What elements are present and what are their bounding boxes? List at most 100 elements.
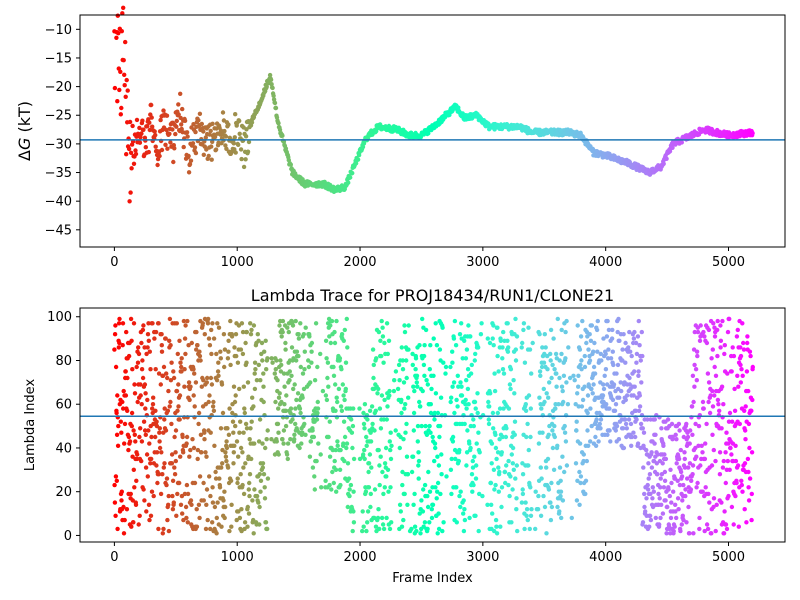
- lambda-point: [600, 393, 606, 398]
- lambda-point: [673, 502, 678, 507]
- lambda-point: [476, 430, 481, 435]
- lambda-point: [203, 450, 208, 455]
- lambda-point: [389, 443, 394, 448]
- lambda-point: [177, 480, 182, 486]
- lambda-point: [381, 491, 386, 497]
- lambda-point: [459, 393, 465, 398]
- free-energy-point: [174, 118, 179, 124]
- lambda-trace-y-axis-label: Lambda Index: [23, 379, 38, 472]
- lambda-point: [114, 478, 120, 483]
- lambda-point: [415, 423, 421, 429]
- lambda-point: [561, 373, 567, 378]
- lambda-point: [349, 430, 355, 435]
- lambda-point: [292, 432, 297, 437]
- lambda-point: [578, 334, 584, 339]
- lambda-point: [166, 502, 171, 507]
- lambda-point: [377, 482, 382, 488]
- lambda-point: [710, 347, 715, 352]
- lambda-point: [122, 421, 128, 427]
- lambda-point: [584, 340, 589, 346]
- lambda-point: [278, 358, 283, 363]
- lambda-point: [131, 321, 137, 326]
- lambda-point: [747, 349, 753, 354]
- lambda-point: [451, 336, 457, 341]
- lambda-point: [464, 347, 470, 352]
- lambda-point: [282, 384, 287, 389]
- lambda-point: [657, 522, 662, 527]
- lambda-point: [583, 491, 588, 497]
- lambda-point: [689, 478, 694, 483]
- lambda-point: [678, 447, 683, 453]
- lambda-point: [198, 432, 204, 437]
- lambda-point: [155, 480, 160, 486]
- lambda-point: [146, 502, 152, 507]
- lambda-point: [303, 325, 308, 330]
- free-energy-point: [146, 149, 151, 155]
- lambda-point: [229, 334, 235, 339]
- lambda-point: [381, 526, 387, 532]
- lambda-point: [334, 395, 339, 400]
- lambda-point: [501, 406, 506, 411]
- lambda-point: [138, 393, 143, 398]
- lambda-point: [258, 489, 263, 494]
- lambda-point: [715, 327, 720, 333]
- lambda-point: [681, 482, 686, 488]
- lambda-point: [506, 345, 511, 350]
- lambda-point: [248, 426, 253, 431]
- lambda-point: [131, 520, 136, 525]
- lambda-point: [622, 417, 628, 422]
- lambda-point: [726, 493, 731, 499]
- free-energy-point: [201, 152, 206, 157]
- lambda-point: [591, 364, 597, 370]
- lambda-point: [457, 447, 462, 453]
- lambda-point: [565, 402, 571, 407]
- lambda-point: [148, 461, 153, 466]
- lambda-point: [528, 485, 533, 490]
- lambda-point: [662, 452, 667, 457]
- lambda-point: [592, 371, 598, 376]
- lambda-point: [409, 469, 415, 475]
- lambda-point: [351, 520, 357, 525]
- lambda-point: [361, 524, 366, 529]
- free-energy-point: [206, 153, 211, 159]
- lambda-point: [687, 531, 692, 536]
- lambda-point: [496, 465, 501, 470]
- lambda-point: [498, 524, 503, 529]
- lambda-point: [646, 487, 651, 492]
- lambda-point: [693, 367, 699, 372]
- free-energy-point: [426, 131, 431, 136]
- lambda-point: [435, 410, 441, 416]
- lambda-point: [227, 528, 232, 534]
- y-tick-label: −10: [45, 23, 72, 38]
- lambda-point: [398, 509, 403, 514]
- lambda-point: [216, 325, 222, 330]
- lambda-point: [490, 336, 495, 341]
- lambda-point: [191, 367, 196, 372]
- lambda-point: [555, 316, 560, 322]
- lambda-point: [623, 360, 628, 365]
- lambda-point: [506, 458, 511, 464]
- lambda-point: [327, 419, 332, 424]
- lambda-point: [114, 410, 119, 416]
- free-energy-point: [125, 88, 130, 93]
- lambda-point: [741, 347, 747, 352]
- lambda-point: [310, 428, 315, 433]
- lambda-point: [309, 349, 314, 354]
- lambda-point: [448, 399, 453, 405]
- lambda-point: [385, 404, 390, 409]
- lambda-point: [174, 513, 179, 518]
- lambda-point: [683, 493, 688, 499]
- lambda-point: [585, 428, 590, 433]
- lambda-point: [557, 509, 562, 514]
- lambda-point: [222, 364, 227, 370]
- lambda-point: [369, 465, 374, 470]
- lambda-point: [339, 408, 345, 413]
- lambda-point: [437, 423, 443, 429]
- lambda-point: [557, 465, 563, 470]
- lambda-point: [400, 482, 405, 488]
- lambda-point: [433, 391, 439, 396]
- lambda-point: [112, 347, 117, 352]
- lambda-point: [689, 404, 695, 409]
- lambda-point: [168, 343, 173, 348]
- lambda-point: [637, 393, 642, 398]
